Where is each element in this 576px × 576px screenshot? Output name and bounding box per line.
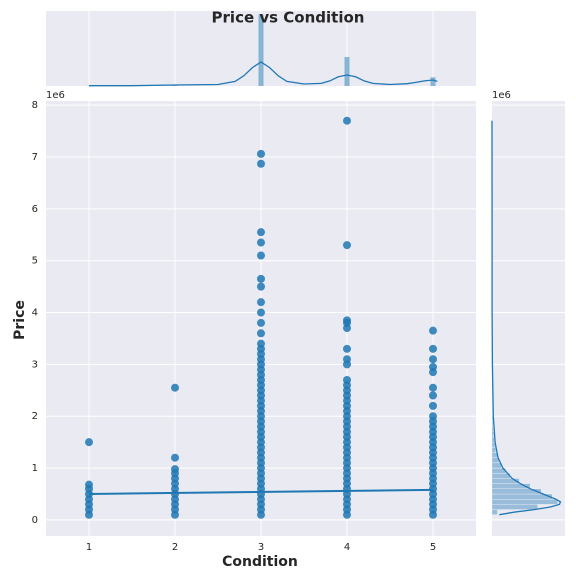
x-tick-label: 1 (86, 542, 92, 553)
data-point (257, 251, 265, 260)
histogram-bar (491, 499, 558, 505)
histogram-bar (491, 447, 496, 453)
data-point (343, 355, 351, 364)
kde-line (89, 61, 438, 87)
histogram-bar (491, 442, 496, 448)
histogram-bar (491, 431, 494, 438)
data-point (85, 480, 93, 489)
data-point (257, 308, 265, 317)
data-point (257, 228, 265, 237)
histogram-bar (491, 504, 538, 510)
data-point (343, 316, 351, 325)
y-tick-label: 6 (32, 204, 38, 215)
histogram-bar (491, 426, 494, 432)
regression-line (88, 488, 434, 495)
data-point (257, 298, 265, 307)
bar (344, 57, 350, 86)
data-point (171, 465, 179, 474)
histogram-bar (491, 452, 498, 458)
data-point (257, 282, 265, 291)
data-point (429, 412, 437, 421)
data-point (343, 241, 351, 250)
histogram-bar (491, 509, 498, 515)
y-tick-label: 3 (32, 359, 38, 370)
y-tick-label: 2 (32, 411, 38, 422)
data-point (429, 362, 437, 371)
plot-layer: 1 2 3 4 5 0 1 2 3 4 5 6 7 8 (32, 11, 565, 553)
x-tick-label: 4 (344, 542, 350, 553)
right-marginal-axes (492, 101, 565, 536)
y-axis-label: Price (12, 300, 28, 340)
histogram-bar (491, 436, 495, 443)
y-offset-label: 1e6 (492, 90, 511, 101)
x-tick-label: 2 (172, 542, 178, 553)
data-point (429, 344, 437, 353)
kde-line (491, 120, 562, 516)
data-point (257, 318, 265, 327)
data-point (257, 159, 265, 168)
data-point (85, 438, 93, 447)
data-point (257, 329, 265, 338)
data-point (343, 344, 351, 353)
data-point (171, 383, 179, 392)
data-point (171, 453, 179, 462)
y-tick-label: 1 (32, 463, 38, 474)
y-tick-label: 0 (32, 515, 38, 526)
data-point (429, 355, 437, 364)
bar (258, 14, 264, 86)
bar (430, 77, 436, 86)
data-point (429, 391, 437, 400)
y-tick-label: 8 (32, 100, 38, 111)
data-point (429, 326, 437, 335)
y-tick-label: 4 (32, 308, 38, 319)
data-point (343, 116, 351, 125)
y-offset-label: 1e6 (46, 90, 65, 101)
x-tick-label: 5 (430, 542, 436, 553)
data-point (429, 383, 437, 392)
data-point (257, 238, 265, 247)
histogram-bar (491, 416, 493, 422)
data-point (257, 339, 265, 348)
histogram-bar (491, 462, 502, 469)
y-tick-label: 5 (32, 256, 38, 267)
data-point (343, 375, 351, 384)
chart-title: Price vs Condition (212, 9, 365, 27)
x-axis-label: Condition (222, 554, 298, 570)
data-point (257, 274, 265, 283)
histogram-bar (491, 421, 494, 427)
histogram-bar (491, 493, 553, 500)
data-point (429, 401, 437, 410)
x-tick-label: 3 (258, 542, 264, 553)
data-point (257, 149, 265, 158)
y-tick-label: 7 (32, 152, 38, 163)
